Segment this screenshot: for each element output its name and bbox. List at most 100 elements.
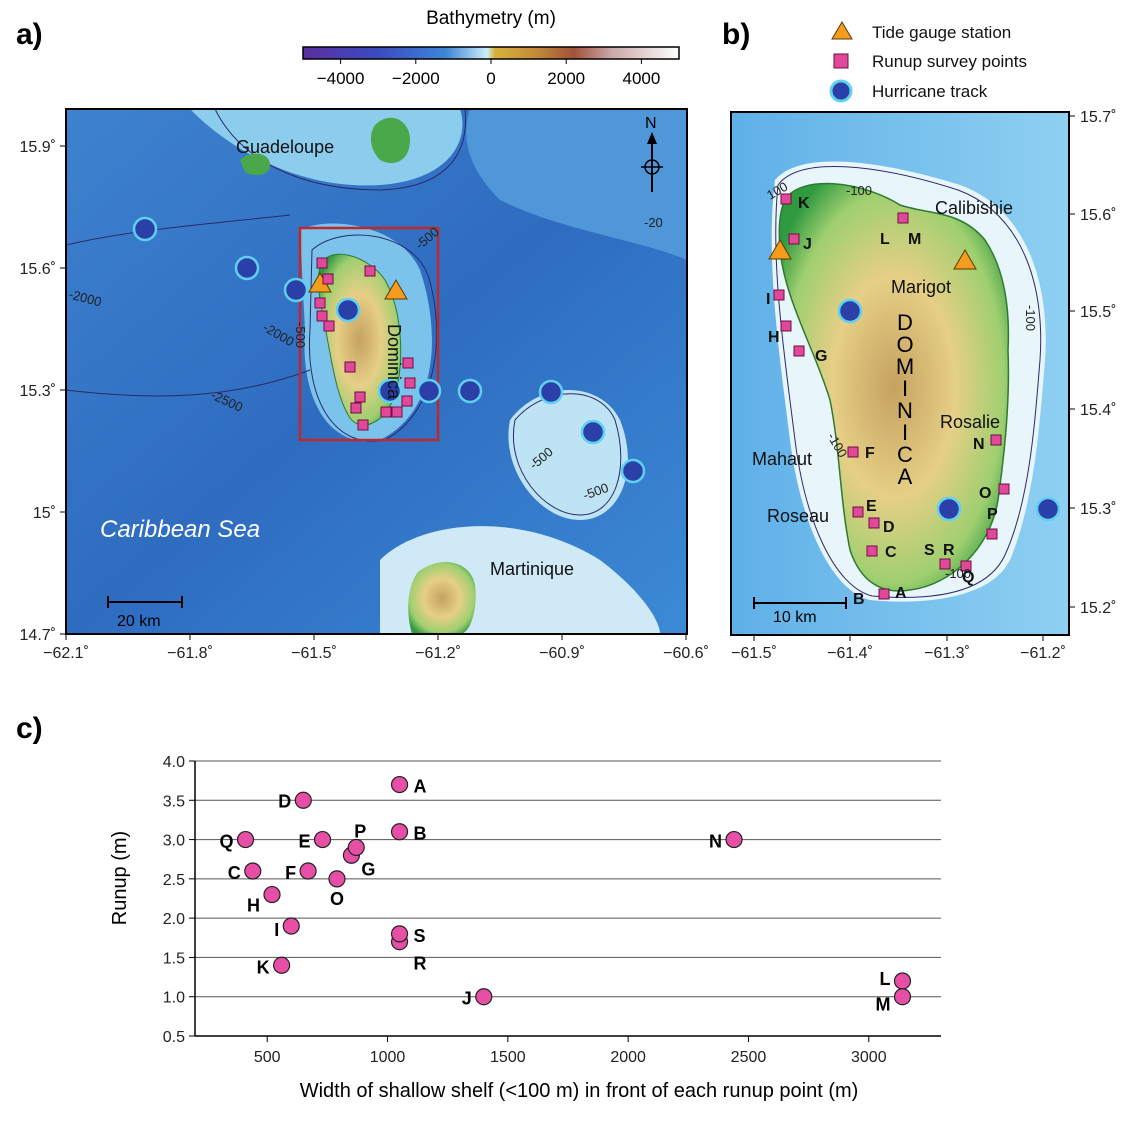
- y-tick-label: 1.5: [163, 950, 185, 967]
- hurricane-track-point: [416, 378, 442, 404]
- lon-tick-label: −60.6˚: [663, 645, 709, 662]
- hurricane-track-point: [936, 496, 962, 522]
- runup-point-icon: [314, 297, 326, 309]
- place-letter: D: [897, 310, 913, 335]
- lon-tick-label: −61.4˚: [827, 645, 873, 662]
- scale-bar-b: 10 km: [753, 597, 847, 626]
- y-tick-label: 4.0: [163, 754, 185, 771]
- data-point-label: H: [247, 896, 260, 916]
- panel-c-label: c): [16, 712, 43, 745]
- lon-tick-label: −62.1˚: [43, 645, 89, 662]
- x-tick-label: 2500: [731, 1049, 767, 1066]
- scale-label-b: 10 km: [773, 609, 817, 626]
- runup-point-icon: [350, 402, 362, 414]
- dominica-island-b: [778, 182, 1010, 592]
- lon-tick-label: −61.2˚: [415, 645, 461, 662]
- study-area-frame: [298, 226, 440, 442]
- runup-point-icon: [316, 257, 328, 269]
- runup-point-icon: [866, 545, 878, 557]
- runup-point-icon: [897, 212, 909, 224]
- runup-point-icon: [380, 406, 392, 418]
- runup-point-icon: [401, 395, 413, 407]
- x-tick-label: 2000: [610, 1049, 646, 1066]
- colorbar-tick-label: 2000: [547, 69, 585, 88]
- colorbar-title: Bathymetry (m): [426, 8, 556, 29]
- data-point-label: K: [257, 957, 270, 977]
- legend-hurricane-label: Hurricane track: [872, 82, 988, 101]
- legend-tide-gauge-icon: [831, 21, 853, 40]
- lat-tick-label: 15.5˚: [1080, 304, 1116, 321]
- runup-point-label: C: [885, 544, 897, 561]
- hurricane-track-point: [132, 216, 158, 242]
- x-tick-label: 500: [254, 1049, 281, 1066]
- runup-point-icon: [364, 265, 376, 277]
- legend-tide-gauge-label: Tide gauge station: [872, 23, 1011, 42]
- data-point-label: J: [462, 989, 472, 1009]
- contour-label: -100: [1023, 305, 1038, 331]
- data-point-label: O: [330, 889, 344, 909]
- runup-point-icon: [852, 506, 864, 518]
- colorbar-tick-label: 0: [486, 69, 495, 88]
- lat-tick-label: 15.2˚: [1080, 600, 1116, 617]
- runup-point-label: H: [768, 329, 780, 346]
- contour-label: -100: [945, 566, 971, 581]
- hurricane-track-point: [234, 255, 260, 281]
- place-calibishie: Calibishie: [935, 198, 1013, 218]
- contour-label: -20: [644, 215, 663, 230]
- data-point-label: D: [278, 791, 291, 811]
- hurricane-track-point: [580, 419, 606, 445]
- lat-tick-label: 15˚: [33, 505, 56, 522]
- runup-point-icon: [939, 558, 951, 570]
- data-point: [475, 988, 493, 1006]
- data-point-label: G: [361, 859, 375, 879]
- lat-tick-label: 15.3˚: [20, 383, 56, 400]
- data-point: [294, 791, 312, 809]
- colorbar-tick-label: −2000: [392, 69, 440, 88]
- runup-point-icon: [847, 446, 859, 458]
- scale-bar-a: 20 km: [107, 596, 183, 630]
- data-point-label: E: [299, 832, 311, 852]
- runup-point-label: I: [766, 291, 770, 308]
- lat-tick-label: 15.3˚: [1080, 501, 1116, 518]
- lat-tick-label: 15.6˚: [20, 261, 56, 278]
- place-martinique: Martinique: [490, 559, 574, 579]
- x-tick-label: 1000: [370, 1049, 406, 1066]
- lon-tick-label: −61.2˚: [1020, 645, 1066, 662]
- north-label: N: [645, 115, 657, 132]
- place-roseau: Roseau: [767, 506, 829, 526]
- runup-point-icon: [780, 320, 792, 332]
- martinique-island: [408, 562, 476, 634]
- runup-point-icon: [868, 517, 880, 529]
- runup-point-icon: [402, 357, 414, 369]
- runup-point-icon: [788, 233, 800, 245]
- data-point-label: M: [875, 995, 890, 1015]
- dominica-island: [317, 253, 402, 426]
- lat-tick-label: 15.9˚: [20, 139, 56, 156]
- place-letter: C: [897, 442, 913, 467]
- contour-2500-line: [66, 369, 311, 397]
- place-letter: I: [902, 376, 908, 401]
- legend-runup-label: Runup survey points: [872, 52, 1027, 71]
- data-point: [390, 775, 409, 794]
- data-point-label: R: [414, 954, 427, 974]
- data-point: [893, 988, 912, 1006]
- runup-point-label: R: [943, 542, 955, 559]
- place-letter: N: [897, 398, 913, 423]
- data-point-label: Q: [220, 832, 234, 852]
- data-point: [263, 885, 281, 904]
- lat-tick-label: 15.7˚: [1080, 109, 1116, 126]
- north-arrow: N: [641, 115, 663, 192]
- runup-point-label: E: [866, 498, 877, 515]
- place-mahaut: Mahaut: [752, 449, 812, 469]
- data-point: [725, 830, 743, 849]
- data-point: [299, 862, 317, 880]
- data-point: [244, 862, 262, 880]
- hurricane-track-point: [377, 378, 403, 404]
- lat-tick-label: 15.4˚: [1080, 402, 1116, 419]
- x-axis-label: Width of shallow shelf (<100 m) in front…: [300, 1080, 859, 1102]
- runup-point-icon: [344, 361, 356, 373]
- y-tick-label: 3.0: [163, 833, 185, 850]
- lon-tick-label: −61.5˚: [291, 645, 337, 662]
- runup-point-label: S: [924, 542, 935, 559]
